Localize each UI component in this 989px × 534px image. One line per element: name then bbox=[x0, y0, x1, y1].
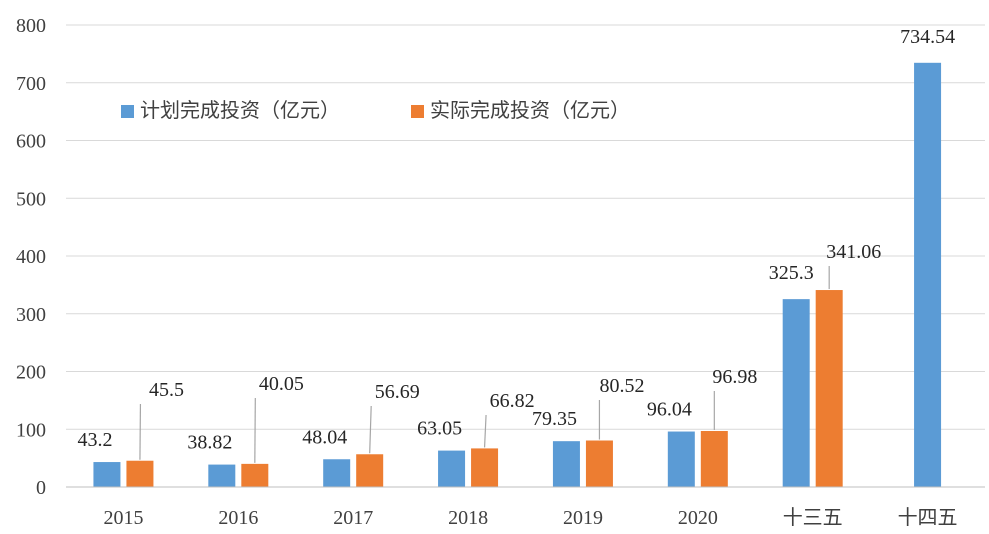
data-label-actual: 96.98 bbox=[712, 366, 757, 388]
y-tick-label: 600 bbox=[16, 131, 46, 153]
y-tick-label: 400 bbox=[16, 246, 46, 268]
axes: 0 100 200 300 400 500 600 700 800 2015 2016 2017 201… bbox=[16, 15, 985, 529]
legend: 计划完成投资（亿元） 实际完成投资（亿元） bbox=[121, 98, 630, 122]
data-label-actual: 40.05 bbox=[259, 373, 304, 395]
x-tick-label: 2016 bbox=[218, 507, 258, 529]
x-tick-label: 十四五 bbox=[898, 506, 958, 529]
data-label-planned: 325.3 bbox=[769, 262, 814, 284]
bar-actual bbox=[815, 290, 843, 487]
data-label-planned: 38.82 bbox=[187, 432, 232, 454]
data-label-planned: 48.04 bbox=[302, 426, 347, 448]
y-tick-label: 800 bbox=[16, 15, 46, 37]
bar-planned bbox=[552, 441, 580, 487]
label-leaders bbox=[139, 266, 830, 463]
bar-actual bbox=[126, 460, 154, 487]
y-tick-label: 0 bbox=[36, 477, 46, 499]
label-leader-line bbox=[483, 414, 487, 448]
data-label-actual: 341.06 bbox=[826, 241, 881, 263]
y-tick-label: 200 bbox=[16, 362, 46, 384]
bar-actual bbox=[585, 440, 613, 487]
bar-planned bbox=[782, 299, 810, 487]
gridlines bbox=[66, 24, 985, 430]
data-labels: 43.2 45.5 38.82 40.05 48.04 56.69 63.05 66.8279… bbox=[77, 26, 955, 454]
bar-planned bbox=[323, 459, 351, 487]
y-tick-label: 700 bbox=[16, 73, 46, 95]
legend-label-actual: 实际完成投资（亿元） bbox=[430, 98, 630, 122]
y-tick-label: 100 bbox=[16, 419, 46, 441]
bar-planned bbox=[93, 462, 121, 487]
bar-actual bbox=[700, 430, 728, 487]
data-label-planned: 96.04 bbox=[647, 399, 692, 421]
bar-planned bbox=[438, 450, 466, 487]
data-label-actual: 45.5 bbox=[149, 379, 184, 401]
bar-actual bbox=[356, 454, 384, 487]
bar-planned bbox=[208, 464, 236, 487]
x-tick-label: 2017 bbox=[333, 507, 373, 529]
y-tick-label: 500 bbox=[16, 188, 46, 210]
data-label-planned: 63.05 bbox=[417, 418, 462, 440]
x-tick-label: 2020 bbox=[678, 507, 718, 529]
data-label-actual: 80.52 bbox=[599, 375, 644, 397]
data-label-planned: 43.2 bbox=[77, 429, 112, 451]
label-leader-line bbox=[254, 397, 256, 463]
legend-swatch-planned bbox=[121, 105, 134, 118]
bar-actual bbox=[241, 463, 269, 487]
data-label-planned: 734.54 bbox=[900, 26, 955, 48]
legend-swatch-actual bbox=[411, 105, 424, 118]
data-label-actual: 56.69 bbox=[375, 381, 420, 403]
x-tick-label: 十三五 bbox=[783, 506, 843, 529]
bar-planned bbox=[667, 431, 695, 487]
bars bbox=[93, 62, 942, 487]
label-leader-line bbox=[139, 403, 142, 460]
data-label-planned: 79.35 bbox=[532, 408, 577, 430]
x-tick-label: 2018 bbox=[448, 507, 488, 529]
y-tick-label: 300 bbox=[16, 304, 46, 326]
x-tick-label: 2015 bbox=[103, 507, 143, 529]
bar-actual bbox=[471, 448, 499, 487]
data-label-actual: 66.82 bbox=[490, 390, 535, 412]
bar-planned bbox=[914, 62, 942, 487]
legend-label-planned: 计划完成投资（亿元） bbox=[140, 98, 340, 122]
x-tick-label: 2019 bbox=[563, 507, 603, 529]
label-leader-line bbox=[369, 405, 372, 454]
